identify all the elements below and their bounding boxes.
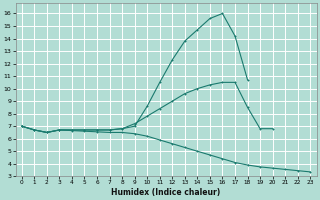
- X-axis label: Humidex (Indice chaleur): Humidex (Indice chaleur): [111, 188, 221, 197]
